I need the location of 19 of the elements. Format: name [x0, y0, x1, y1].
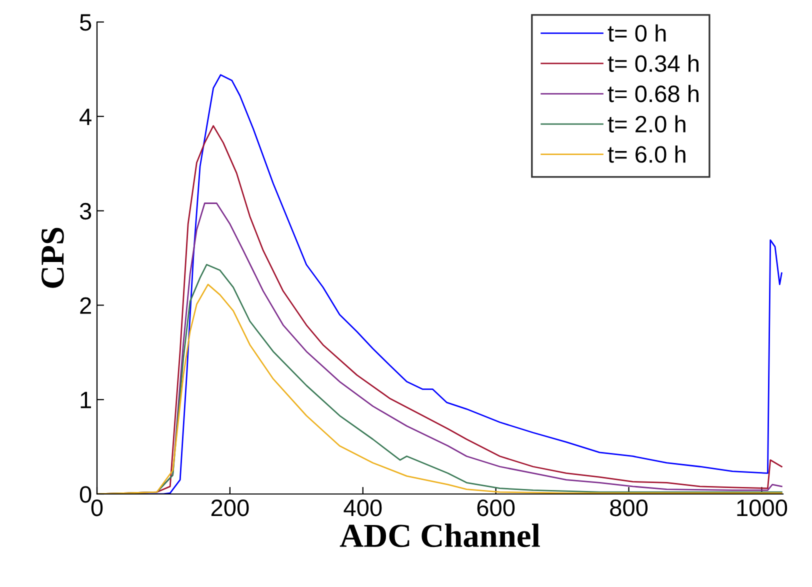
- y-tick-label: 3: [80, 202, 92, 220]
- legend-label: t= 0 h: [608, 24, 666, 42]
- x-tick-label: 200: [211, 499, 249, 516]
- x-tick-label: 1000: [737, 499, 788, 516]
- legend-label: t= 6.0 h: [608, 145, 686, 163]
- legend-label: t= 0.34 h: [608, 54, 698, 72]
- y-axis-title: CPS: [42, 228, 64, 288]
- x-tick-label: 600: [477, 499, 515, 516]
- legend-label: t= 2.0 h: [608, 115, 686, 133]
- x-tick-label: 0: [91, 499, 103, 516]
- y-tick-label: 1: [80, 392, 91, 408]
- y-tick-label: 2: [80, 297, 91, 314]
- x-tick-label: 400: [344, 499, 382, 516]
- y-tick-label: 4: [80, 108, 92, 125]
- y-tick-label: 5: [80, 14, 92, 31]
- legend-label: t= 0.68 h: [608, 84, 698, 102]
- x-tick-label: 800: [610, 499, 648, 516]
- x-axis-title: ADC Channel: [340, 524, 540, 548]
- y-tick-label: 0: [80, 486, 92, 503]
